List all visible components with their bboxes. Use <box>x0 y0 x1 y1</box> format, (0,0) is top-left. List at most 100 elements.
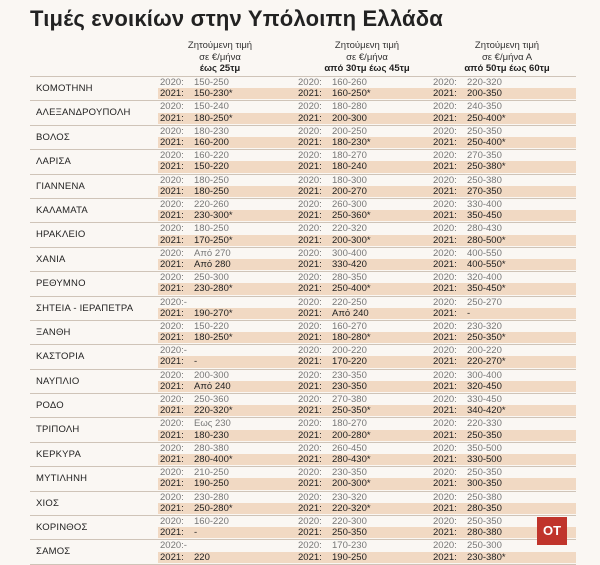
cell-small-2020: 2020:- <box>160 540 187 552</box>
column-header-small: Ζητούμενη τιμή σε €/μήνα έως 25τμ <box>155 40 285 75</box>
row-2020: 2020: 150-240 2020: 180-280 2020: 240-350 <box>158 101 576 112</box>
cell-large-2020: 2020: 320-400 <box>433 272 502 284</box>
row-2021: 2021: - 2021: 170-220 2021: 220-270* <box>158 356 576 368</box>
cell-small-2021: 2021: 230-280* <box>160 283 233 295</box>
cell-medium-2020: 2020: 180-270 <box>298 150 367 162</box>
row-2020: 2020: 210-250 2020: 230-350 2020: 250-350 <box>158 467 576 478</box>
cell-small-2021: 2021: 190-270* <box>160 307 233 319</box>
cell-small-2021: 2021: 220-320* <box>160 405 233 417</box>
row-2021: 2021: 230-280* 2021: 250-400* 2021: 350-450* <box>158 283 576 295</box>
row-2020: 2020: 280-380 2020: 260-450 2020: 350-500 <box>158 443 576 454</box>
cell-medium-2020: 2020: 220-300 <box>298 516 367 528</box>
cell-medium-2020: 2020: 260-300 <box>298 198 367 210</box>
cell-medium-2021: 2021: Από 240 <box>298 307 369 319</box>
cell-small-2021: 2021: 180-250* <box>160 332 233 344</box>
cell-medium-2021: 2021: 180-240 <box>298 161 367 173</box>
cell-medium-2020: 2020: 270-380 <box>298 394 367 406</box>
column-header-size: από 50τμ έως 60τμ <box>464 63 550 74</box>
row-2021: 2021: - 2021: 250-350 2021: 280-380 <box>158 527 576 539</box>
row-2020: 2020: 160-220 2020: 220-300 2020: 250-350 <box>158 516 576 527</box>
city-name: ΣΑΜΟΣ <box>36 546 71 558</box>
cell-medium-2020: 2020: 230-350 <box>298 467 367 479</box>
cell-medium-2020: 2020: 280-350 <box>298 272 367 284</box>
rent-table: 2020: 150-250 2020: 160-260 2020: 220-320 2021… <box>30 76 576 565</box>
cell-medium-2020: 2020: 220-320 <box>298 223 367 235</box>
row-2020: 2020: 180-250 2020: 220-320 2020: 280-430 <box>158 223 576 234</box>
row-2020: 2020: 250-300 2020: 280-350 2020: 320-400 <box>158 272 576 283</box>
cell-large-2021: 2021: 280-380 <box>433 527 502 539</box>
city-name: ΚΑΣΤΟΡΙΑ <box>36 351 85 363</box>
city-name: ΧΙΟΣ <box>36 497 60 509</box>
cell-small-2021: 2021: Από 240 <box>160 380 231 392</box>
row-2020: 2020: 250-360 2020: 270-380 2020: 330-450 <box>158 394 576 405</box>
cell-medium-2021: 2021: 250-360* <box>298 210 371 222</box>
cell-medium-2020: 2020: 180-280 <box>298 101 367 113</box>
cell-small-2021: 2021: - <box>160 527 198 539</box>
cell-medium-2021: 2021: 200-270 <box>298 185 367 197</box>
city-name: ΓΙΑΝΝΕΝΑ <box>36 180 86 192</box>
cell-small-2020: 2020: 210-250 <box>160 467 229 479</box>
cell-medium-2020: 2020: 170-230 <box>298 540 367 552</box>
cell-large-2021: 2021: 220-270* <box>433 356 506 368</box>
table-row: 2020: Από 270 2020: 300-400 2020: 400-550 2021… <box>30 246 576 271</box>
cell-large-2020: 2020: 330-400 <box>433 198 502 210</box>
row-2020: 2020: 180-230 2020: 200-250 2020: 250-350 <box>158 126 576 137</box>
cell-large-2020: 2020: 240-350 <box>433 101 502 113</box>
column-header-line: Ζητούμενη τιμή <box>334 40 400 51</box>
cell-small-2021: 2021: 170-250* <box>160 234 233 246</box>
cell-medium-2021: 2021: 180-230* <box>298 136 371 148</box>
city-name: ΗΡΑΚΛΕΙΟ <box>36 229 86 241</box>
cell-medium-2021: 2021: 330-420 <box>298 258 367 270</box>
city-name: ΒΟΛΟΣ <box>36 131 70 143</box>
cell-medium-2021: 2021: 230-350 <box>298 380 367 392</box>
cell-medium-2020: 2020: 180-270 <box>298 418 367 430</box>
cell-small-2021: 2021: 280-400* <box>160 454 233 466</box>
cell-small-2020: 2020: 250-360 <box>160 394 229 406</box>
cell-medium-2021: 2021: 200-300* <box>298 234 371 246</box>
page-title: Τιμές ενοικίων στην Υπόλοιπη Ελλάδα <box>30 6 444 31</box>
city-name: ΣΗΤΕΙΑ - ΙΕΡΑΠΕΤΡΑ <box>36 302 134 314</box>
cell-small-2020: 2020: 220-260 <box>160 198 229 210</box>
cell-large-2020: 2020: 200-220 <box>433 345 502 357</box>
cell-large-2021: 2021: 400-550* <box>433 258 506 270</box>
row-2020: 2020: 180-250 2020: 180-300 2020: 250-380 <box>158 175 576 186</box>
cell-large-2021: 2021: 250-400* <box>433 112 506 124</box>
cell-large-2021: 2021: 250-380* <box>433 161 506 173</box>
column-header-medium: Ζητούμενη τιμή σε €/μήνα από 30τμ έως 45… <box>292 40 442 75</box>
cell-small-2021: 2021: 190-250 <box>160 478 229 490</box>
cell-large-2021: 2021: 280-350 <box>433 502 502 514</box>
cell-small-2020: 2020: Εως 230 <box>160 418 231 430</box>
cell-large-2020: 2020: 230-320 <box>433 320 502 332</box>
cell-large-2020: 2020: 250-380 <box>433 491 502 503</box>
cell-medium-2020: 2020: 180-300 <box>298 174 367 186</box>
cell-large-2021: 2021: 350-450* <box>433 283 506 295</box>
city-name: ΡΕΘΥΜΝΟ <box>36 278 86 290</box>
cell-large-2020: 2020: 350-500 <box>433 442 502 454</box>
cell-medium-2020: 2020: 160-260 <box>298 77 367 88</box>
cell-small-2021: 2021: Από 280 <box>160 258 231 270</box>
cell-small-2020: 2020: 150-250 <box>160 77 229 88</box>
city-name: ΝΑΥΠΛΙΟ <box>36 375 80 387</box>
table-row: 2020: 180-250 2020: 180-300 2020: 250-380 2021… <box>30 173 576 198</box>
cell-small-2020: 2020: 160-220 <box>160 150 229 162</box>
cell-medium-2020: 2020: 230-350 <box>298 369 367 381</box>
cell-small-2020: 2020: 280-380 <box>160 442 229 454</box>
cell-large-2021: 2021: 350-450 <box>433 210 502 222</box>
cell-large-2020: 2020: 330-450 <box>433 394 502 406</box>
cell-medium-2021: 2021: 190-250 <box>298 551 367 563</box>
city-name: ΡΟΔΟ <box>36 400 64 412</box>
row-2021: 2021: 180-230 2021: 200-280* 2021: 250-350 <box>158 429 576 441</box>
cell-medium-2020: 2020: 200-250 <box>298 125 367 137</box>
row-2020: 2020: 150-250 2020: 160-260 2020: 220-320 <box>158 77 576 88</box>
table-row: 2020:- 2020: 220-250 2020: 250-270 2021: 190-2… <box>30 295 576 320</box>
row-2021: 2021: 230-300* 2021: 250-360* 2021: 350-450 <box>158 210 576 222</box>
city-name: ΚΟΡΙΝΘΟΣ <box>36 522 88 534</box>
cell-small-2020: 2020: 180-230 <box>160 125 229 137</box>
column-header-large: Ζητούμενη τιμή σε €/μήνα Α από 50τμ έως … <box>432 40 582 75</box>
row-2020: 2020: 150-220 2020: 160-270 2020: 230-320 <box>158 321 576 332</box>
city-name: ΚΑΛΑΜΑΤΑ <box>36 204 88 216</box>
cell-large-2021: 2021: - <box>433 307 471 319</box>
cell-small-2020: 2020: 180-250 <box>160 174 229 186</box>
cell-small-2021: 2021: 160-200 <box>160 136 229 148</box>
city-name: ΚΟΜΟΤΗΝΗ <box>36 83 93 94</box>
